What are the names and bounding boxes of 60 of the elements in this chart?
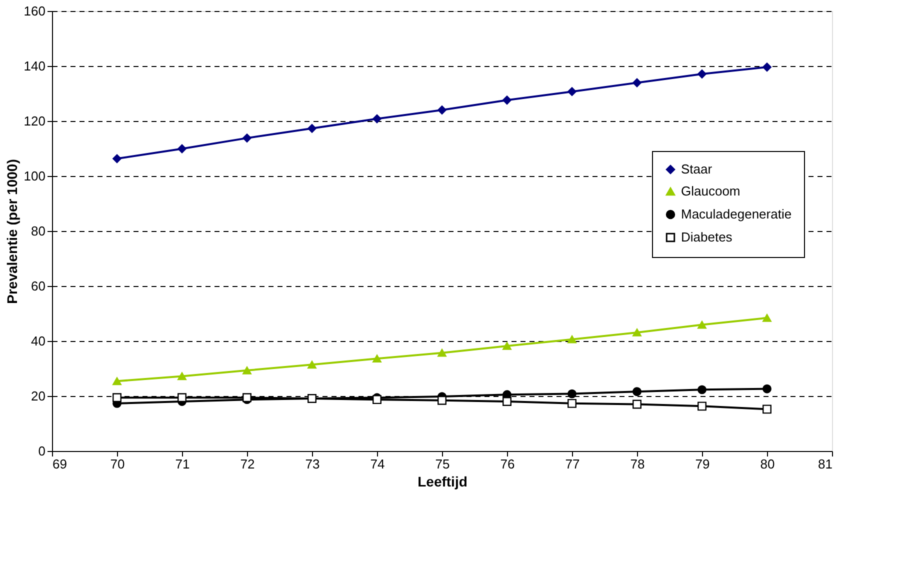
y-tick-label: 20 [31,388,46,404]
point [242,134,252,143]
point [178,144,186,154]
point [112,393,122,402]
point [698,402,706,411]
x-tick-label: 78 [630,456,645,472]
y-tick-label: 120 [24,114,46,128]
point [698,70,706,78]
x-tick-label: 76 [500,456,515,472]
point [112,154,122,164]
point [568,87,576,96]
point [308,124,316,133]
x-tick-label: 74 [370,456,385,472]
y-axis-title: Prevalentie (per 1000) [4,159,20,304]
point [308,360,316,369]
point [438,106,446,114]
x-tick-label: 73 [305,456,320,472]
x-axis-title: Leeftijd [418,474,468,490]
x-tick-label: 70 [110,456,125,472]
y-tick-label: 80 [31,224,46,238]
x-tick-label: 77 [565,456,580,472]
x-tick-label: 79 [695,456,710,472]
point [438,348,446,357]
x-tick-label: 72 [240,456,255,472]
point [632,387,642,396]
point [762,404,772,414]
point [762,62,772,72]
point [632,400,642,409]
point [698,320,706,329]
point [762,384,772,394]
point [632,78,642,88]
point [502,397,512,406]
x-tick-label: 80 [760,456,775,472]
y-tick-label: 100 [24,168,46,184]
point [568,398,576,408]
point [632,328,642,336]
y-tick-label: 160 [24,4,46,18]
x-tick-label: 69 [52,456,67,472]
y-tick-label: 140 [24,58,46,74]
point [568,335,576,344]
x-tick-label: 71 [175,456,190,472]
legend-label: Diabetes [681,230,733,244]
point [372,354,382,363]
point [178,372,186,380]
x-tick-label: 81 [818,456,832,472]
y-tick-label: 0 [38,444,46,458]
legend-label: Staar [681,162,713,176]
legend-label: Glaucoom [681,184,740,198]
point [242,366,252,374]
point [372,114,382,124]
point [502,342,512,350]
point [502,96,512,105]
point [762,314,772,322]
y-tick-label: 60 [31,278,46,294]
point [112,377,122,386]
legend-label: Maculadegeneratie [681,206,792,222]
y-tick-label: 40 [31,334,46,348]
point [698,385,706,394]
x-tick-label: 75 [435,456,450,472]
point [568,389,576,398]
